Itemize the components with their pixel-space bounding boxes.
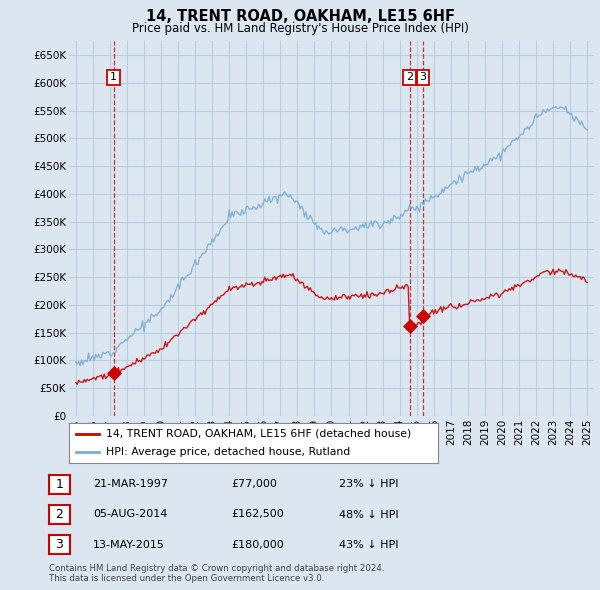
Text: 3: 3: [419, 73, 427, 83]
Text: 05-AUG-2014: 05-AUG-2014: [93, 510, 167, 519]
Text: 48% ↓ HPI: 48% ↓ HPI: [339, 510, 398, 519]
Text: 21-MAR-1997: 21-MAR-1997: [93, 480, 168, 489]
Text: 3: 3: [55, 538, 64, 551]
Text: Price paid vs. HM Land Registry's House Price Index (HPI): Price paid vs. HM Land Registry's House …: [131, 22, 469, 35]
Text: 1: 1: [55, 478, 64, 491]
Text: 2: 2: [406, 73, 413, 83]
Text: 2: 2: [55, 508, 64, 521]
Text: HPI: Average price, detached house, Rutland: HPI: Average price, detached house, Rutl…: [106, 447, 350, 457]
Text: £162,500: £162,500: [231, 510, 284, 519]
Text: 43% ↓ HPI: 43% ↓ HPI: [339, 540, 398, 549]
Text: 14, TRENT ROAD, OAKHAM, LE15 6HF (detached house): 14, TRENT ROAD, OAKHAM, LE15 6HF (detach…: [106, 429, 411, 439]
Text: £180,000: £180,000: [231, 540, 284, 549]
Text: £77,000: £77,000: [231, 480, 277, 489]
Text: 1: 1: [110, 73, 117, 83]
Text: Contains HM Land Registry data © Crown copyright and database right 2024.
This d: Contains HM Land Registry data © Crown c…: [49, 563, 385, 583]
Text: 14, TRENT ROAD, OAKHAM, LE15 6HF: 14, TRENT ROAD, OAKHAM, LE15 6HF: [146, 9, 455, 24]
Text: 13-MAY-2015: 13-MAY-2015: [93, 540, 165, 549]
Text: 23% ↓ HPI: 23% ↓ HPI: [339, 480, 398, 489]
